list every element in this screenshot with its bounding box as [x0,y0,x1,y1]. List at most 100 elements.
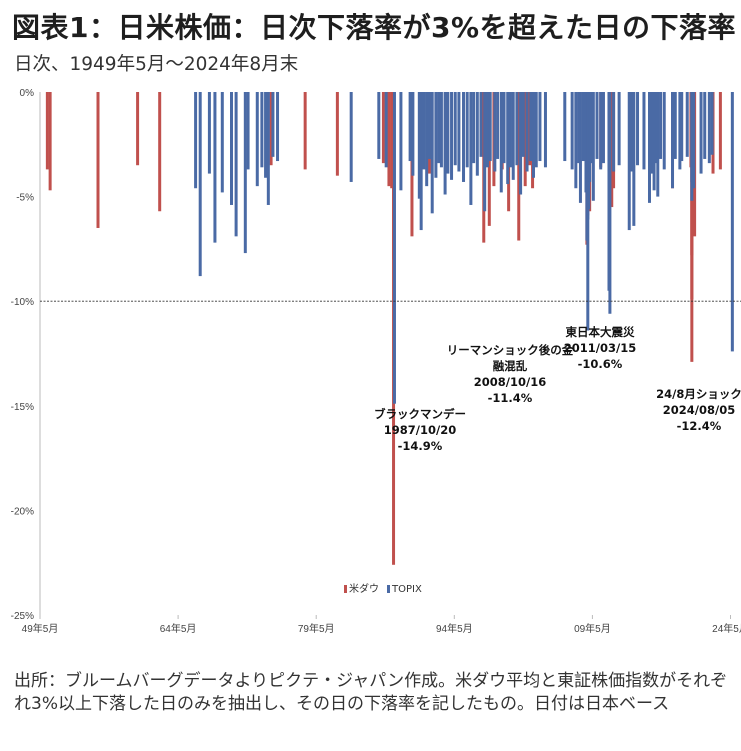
bar [45,92,49,170]
bar [517,92,521,241]
bar [543,92,547,168]
bar [246,92,250,170]
bar [96,92,100,228]
annotation-label: 2011/03/15 [564,341,636,355]
bar [591,92,595,201]
bar [260,92,264,168]
bar [472,92,476,164]
bar [269,92,273,166]
annotation-label: -14.9% [398,439,443,453]
annotation-label: 2008/10/16 [474,375,546,389]
bar [599,92,603,170]
bar [392,92,396,404]
annotation-label: 融混乱 [493,359,528,373]
bar [707,92,711,164]
bar [399,92,403,191]
bar [439,92,443,168]
bar [194,92,198,189]
bar [387,92,391,187]
bar [612,92,616,172]
bar [523,92,527,187]
bar [136,92,140,166]
y-tick-label: -5% [16,193,34,204]
y-tick-label: -25% [11,611,34,622]
bar [457,92,461,172]
bar [534,92,538,168]
bar [230,92,234,205]
annotation-label: リーマンショック後の金 [447,343,574,357]
bar [220,92,224,193]
bar [589,92,593,164]
bar [617,92,621,166]
bar [335,92,339,176]
x-tick-label: 49年5月 [22,622,59,635]
bar [656,92,660,197]
chart-subtitle: 日次、1949年5月～2024年8月末 [14,54,299,75]
bar [692,92,696,189]
y-tick-label: -10% [11,297,34,308]
bar [563,92,567,162]
bar [659,92,663,159]
bar [207,92,211,174]
bar [381,92,385,164]
x-tick-label: 94年5月 [436,622,473,635]
bar [586,92,590,331]
bar [430,92,434,214]
bar [462,92,466,182]
bar [493,92,497,172]
bar [577,92,581,164]
bar [390,92,394,189]
bar [538,92,542,162]
bar [384,92,388,168]
bar [485,92,489,168]
bar [422,92,426,170]
bar [419,92,423,231]
bar [453,92,457,166]
bar [425,92,429,187]
bar [636,92,640,166]
bar [450,92,454,180]
bar [680,92,684,162]
annotation-label: 2024/08/05 [663,403,735,417]
bar [479,92,483,157]
annotation-label: -10.6% [578,357,623,371]
bar [469,92,473,205]
legend-label-topix: TOPIX [391,584,422,595]
bar [213,92,217,243]
bar [627,92,631,231]
bar [632,92,636,226]
legend-label-dow: 米ダウ [349,582,379,595]
bar [730,92,734,352]
bar [650,92,654,174]
bar [496,92,500,159]
annotation-label: 東日本大震災 [566,325,635,339]
bar [710,92,714,155]
bar [673,92,677,159]
bar [303,92,307,170]
bar [671,92,675,189]
bar [198,92,202,277]
source-note: 出所：ブルームバーグデータよりピクテ・ジャパン作成。米ダウ平均と東証株価指数がそ… [14,671,728,714]
bar [488,92,492,162]
bar [266,92,270,205]
bar [349,92,353,182]
bar [411,92,415,176]
bar [408,92,412,162]
bar [271,92,275,157]
bar [678,92,682,170]
annotation-label: -11.4% [488,391,533,405]
bar [570,92,574,170]
bar [531,92,535,178]
bar [276,92,280,162]
y-tick-label: 0% [20,88,35,99]
y-tick-label: -20% [11,506,34,517]
drawdown-bar-chart: 0% -5% -10% -15% -20% -25%49年5月 64年5月 79年5月 94年5… [11,88,741,635]
bar [525,92,529,172]
bar [377,92,381,159]
bar [417,92,421,199]
bar [499,92,503,193]
bar [699,92,703,174]
annotation-label: 24/8月ショック [656,387,741,401]
x-tick-label: 79年5月 [298,622,335,635]
bar [574,92,578,189]
